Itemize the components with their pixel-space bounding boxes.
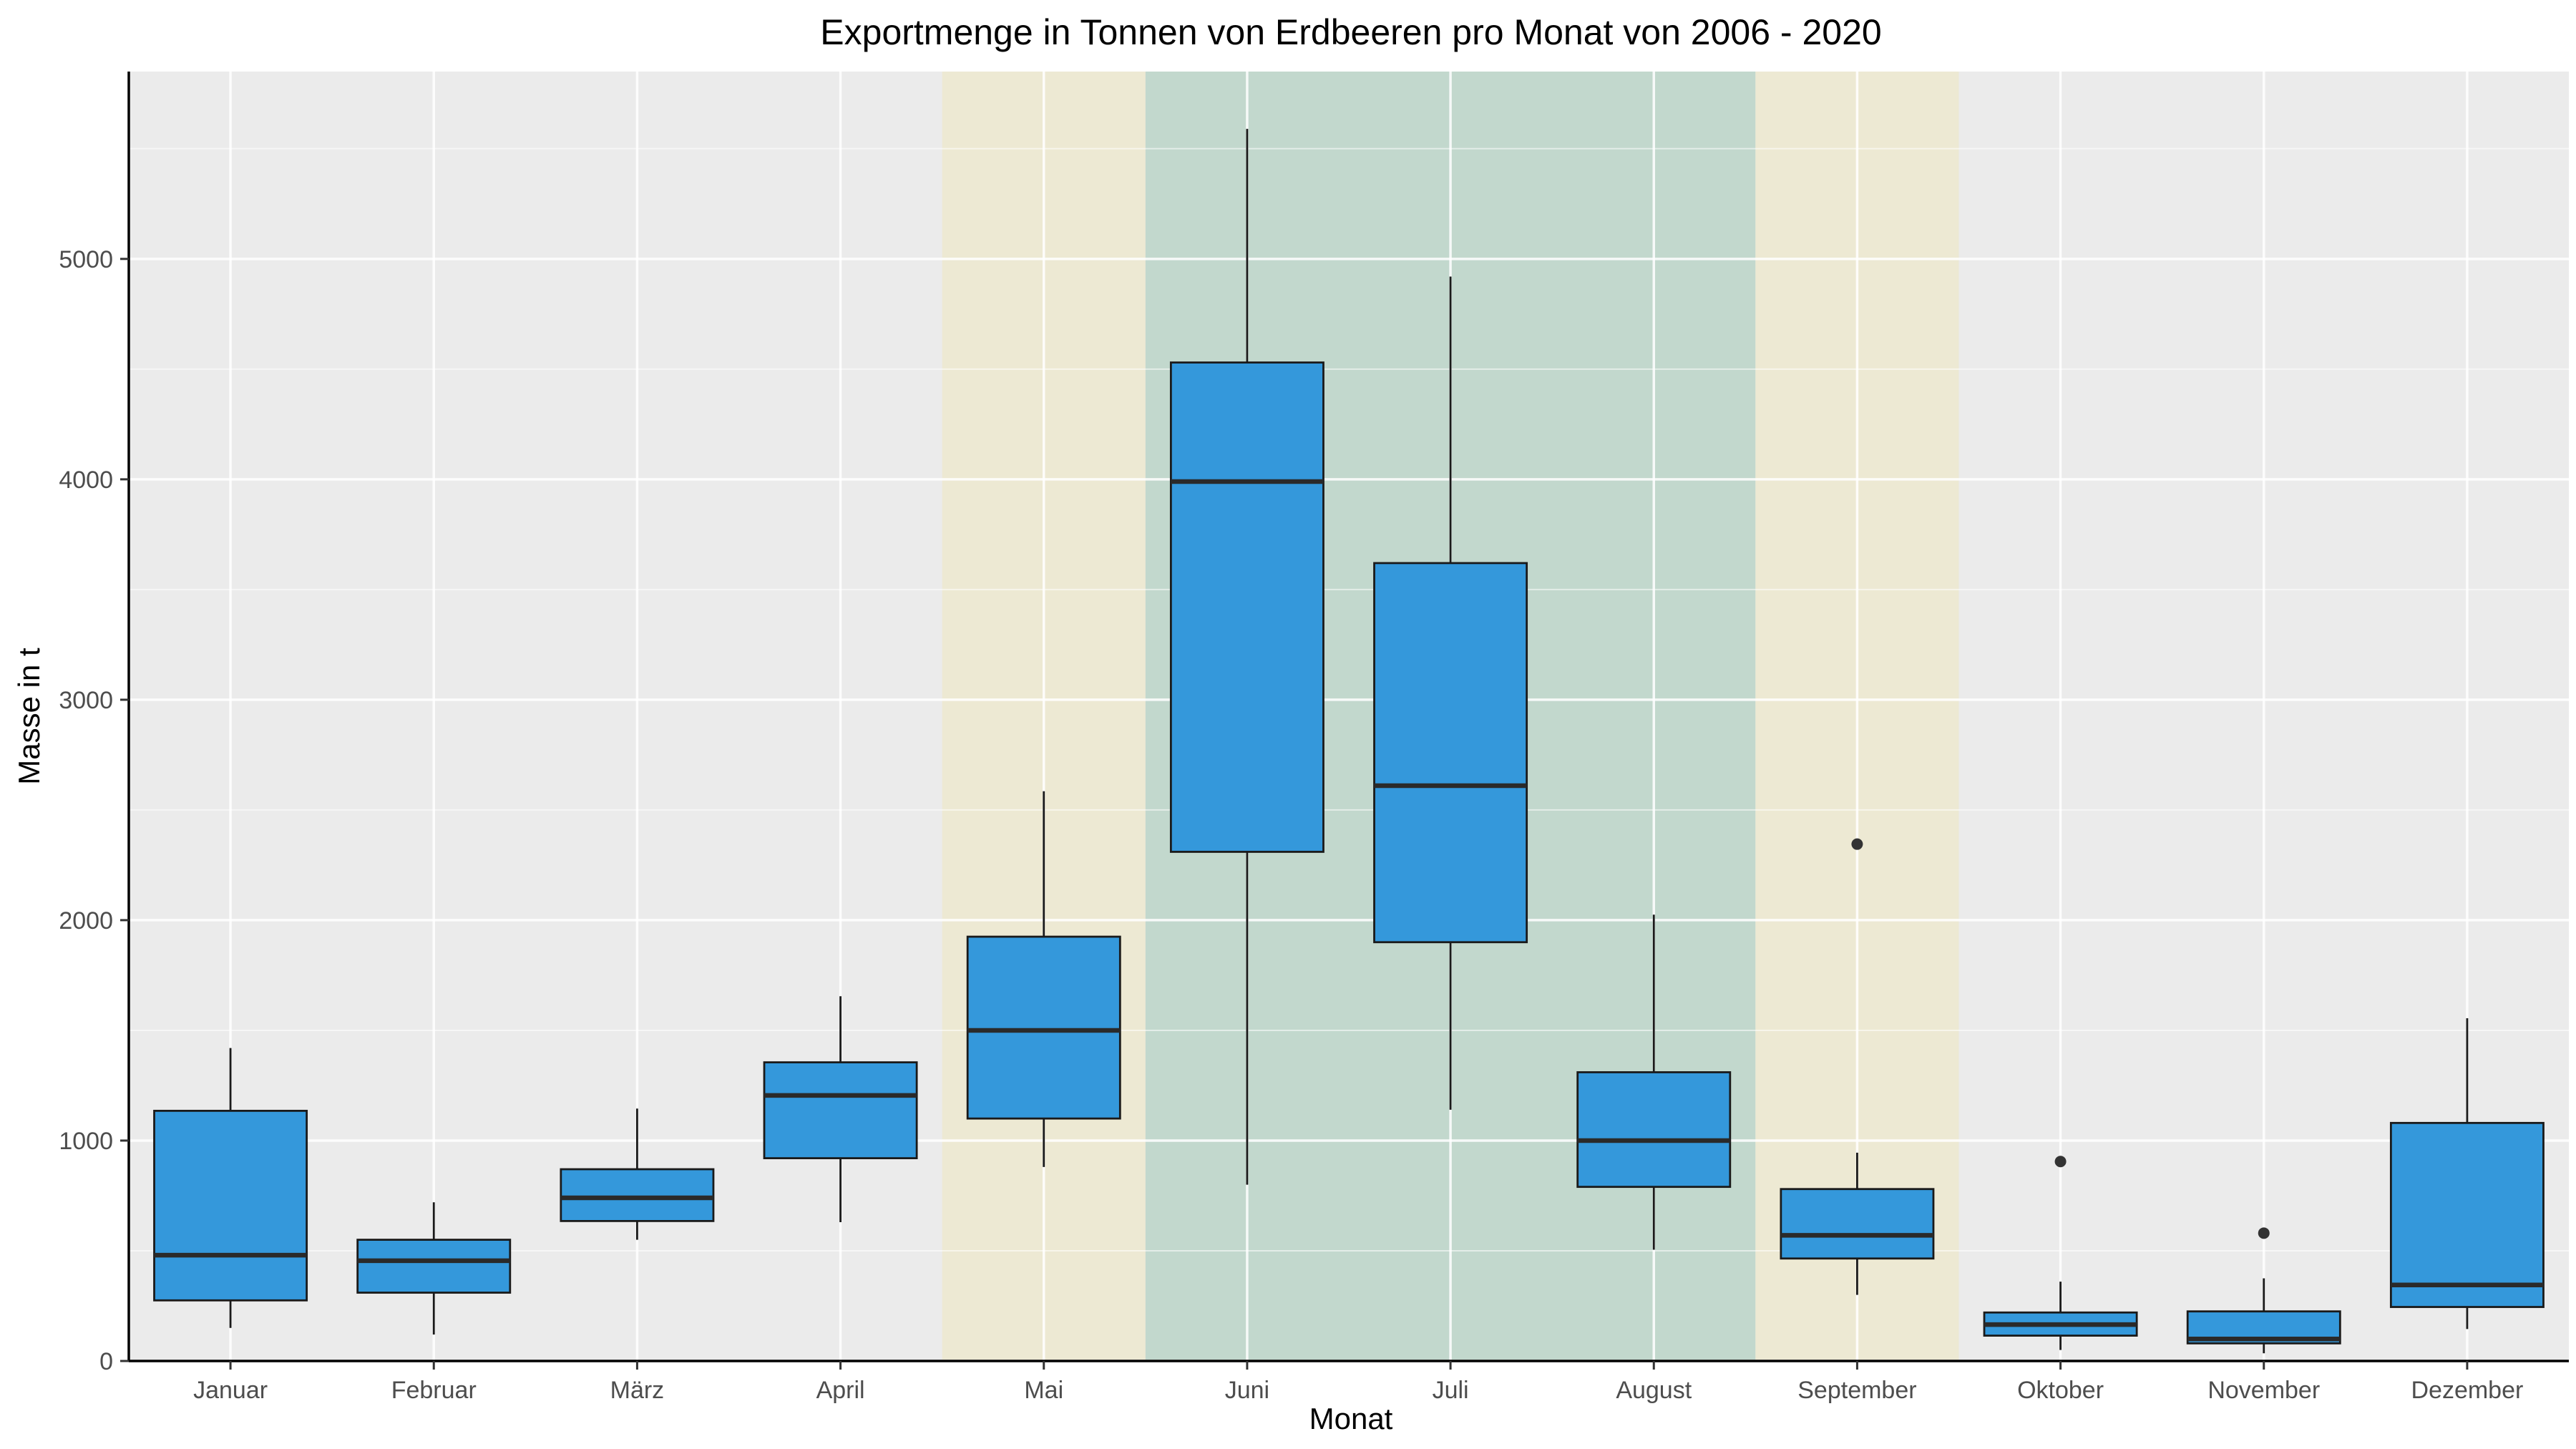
box-juli [1373, 562, 1528, 944]
x-tick-label: Mai [1024, 1377, 1063, 1404]
box-februar [356, 1239, 512, 1294]
chart-title: Exportmenge in Tonnen von Erdbeeren pro … [820, 12, 1881, 52]
x-tick-label: November [2207, 1377, 2320, 1404]
y-tick-label: 3000 [59, 687, 113, 714]
box-januar [153, 1109, 308, 1302]
x-tick-label: Juni [1225, 1377, 1269, 1404]
box-dezember [2389, 1121, 2545, 1308]
box-august [1576, 1071, 1732, 1189]
x-tick-label: Januar [193, 1377, 268, 1404]
box-juni [1169, 361, 1324, 853]
box-märz [560, 1168, 715, 1222]
x-axis-title: Monat [1309, 1402, 1393, 1435]
box-mai [966, 935, 1121, 1120]
outlier-november [2258, 1227, 2270, 1239]
box-april [763, 1061, 918, 1160]
y-tick-label: 1000 [59, 1128, 113, 1155]
x-tick-label: August [1616, 1377, 1692, 1404]
y-tick-label: 5000 [59, 246, 113, 273]
box-september [1780, 1188, 1935, 1260]
y-tick-label: 0 [99, 1348, 113, 1375]
outlier-oktober [2054, 1156, 2067, 1168]
x-tick-label: Juli [1433, 1377, 1469, 1404]
x-tick-label: Oktober [2017, 1377, 2104, 1404]
x-tick-label: September [1797, 1377, 1916, 1404]
y-axis-title: Masse in t [12, 648, 46, 785]
y-tick-label: 2000 [59, 907, 113, 935]
outlier-september [1851, 838, 1863, 850]
x-tick-label: April [816, 1377, 865, 1404]
x-tick-label: März [610, 1377, 665, 1404]
plot-area: 0 1000 2000 3000 4000 5000 Januar Februar März Ap… [59, 72, 2569, 1404]
x-tick-label: Februar [391, 1377, 477, 1404]
y-tick-label: 4000 [59, 467, 113, 494]
x-tick-label: Dezember [2411, 1377, 2523, 1404]
